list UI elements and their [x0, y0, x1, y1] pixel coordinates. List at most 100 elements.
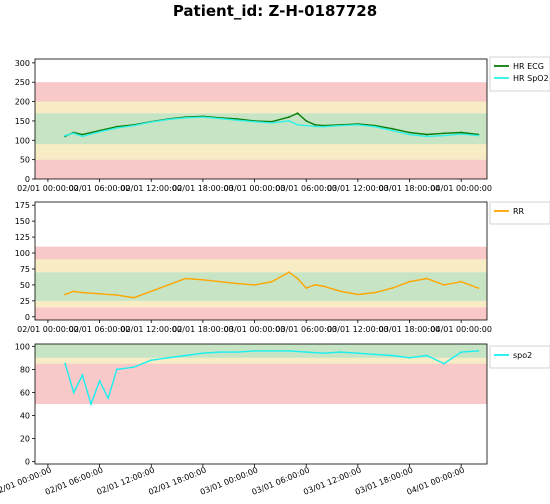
data-point — [133, 124, 135, 127]
band-yellow-3 — [35, 259, 487, 273]
data-point — [391, 127, 394, 130]
band-yellow-4 — [35, 101, 487, 114]
data-point — [253, 350, 256, 352]
band-green-2 — [35, 272, 487, 301]
data-point — [184, 116, 187, 119]
x-tick-label: 02/01 06:00:00 — [69, 184, 131, 193]
x-tick-label: 03/01 06:00:00 — [251, 466, 311, 497]
x-tick-label: 04/01 00:00:00 — [430, 325, 492, 334]
y-tick-label: 100 — [15, 136, 30, 145]
data-point — [98, 292, 101, 295]
data-point — [150, 290, 153, 293]
band-green-3 — [35, 113, 487, 145]
x-tick-label: 03/01 06:00:00 — [275, 325, 337, 334]
y-tick-label: 150 — [15, 217, 30, 226]
band-yellow-1 — [35, 357, 487, 364]
data-point — [98, 130, 101, 133]
data-point — [477, 287, 480, 289]
data-point — [460, 280, 463, 283]
data-point — [167, 118, 170, 121]
data-point — [236, 351, 239, 353]
y-tick-label: 0 — [25, 458, 30, 467]
x-tick-label: 03/01 06:00:00 — [275, 184, 337, 193]
data-point — [443, 284, 445, 286]
figure-title: Patient_id: Z-H-0187728 — [172, 2, 378, 20]
x-tick-label: 02/01 00:00:00 — [17, 325, 79, 334]
data-point — [477, 134, 480, 137]
data-point — [425, 354, 428, 357]
data-point — [219, 117, 222, 120]
x-tick-label: 03/01 00:00:00 — [224, 184, 286, 193]
data-point — [288, 350, 290, 352]
data-point — [288, 120, 290, 122]
data-point — [391, 354, 394, 357]
data-point — [313, 284, 316, 286]
data-point — [81, 374, 84, 377]
data-point — [322, 125, 325, 128]
data-point — [236, 282, 239, 285]
legend-label: HR SpO2 — [513, 74, 549, 83]
x-tick-label: 03/01 18:00:00 — [379, 184, 441, 193]
x-tick-label: 03/01 00:00:00 — [199, 466, 259, 497]
x-tick-label: 02/01 18:00:00 — [147, 466, 207, 497]
y-tick-label: 200 — [15, 98, 30, 107]
series-line-0 — [64, 350, 479, 407]
data-point — [98, 380, 101, 382]
y-tick-label: 0 — [25, 313, 30, 322]
y-tick-label: 125 — [15, 233, 30, 242]
x-tick-label: 02/01 00:00:00 — [17, 184, 79, 193]
data-point — [296, 277, 299, 280]
legend: spo2 — [489, 345, 550, 369]
y-tick-label: 0 — [25, 175, 30, 184]
data-point — [167, 356, 170, 359]
band-yellow-1 — [35, 300, 487, 308]
data-point — [133, 296, 135, 299]
legend-label: spo2 — [513, 351, 532, 360]
x-tick-label: 02/01 18:00:00 — [172, 325, 234, 334]
legend-box — [489, 56, 550, 92]
y-tick-label: 60 — [20, 388, 30, 397]
data-point — [305, 351, 308, 353]
x-tick-label: 02/01 12:00:00 — [96, 466, 156, 497]
data-point — [202, 116, 204, 118]
y-tick-label: 20 — [20, 435, 30, 444]
data-point — [425, 133, 428, 136]
data-point — [357, 293, 359, 296]
data-point — [184, 354, 187, 357]
data-point — [443, 134, 445, 137]
data-point — [322, 285, 325, 288]
x-tick-label: 02/01 12:00:00 — [120, 184, 182, 193]
data-point — [443, 132, 445, 135]
x-tick-label: 03/01 12:00:00 — [302, 466, 362, 497]
data-point — [202, 278, 204, 281]
band-yellow-2 — [35, 144, 487, 152]
data-point — [81, 135, 84, 138]
data-point — [460, 133, 463, 136]
x-tick-label: 04/01 00:00:00 — [405, 466, 465, 497]
data-point — [107, 397, 110, 400]
axes-frame — [34, 343, 488, 465]
x-tick-label: 03/01 18:00:00 — [354, 466, 414, 497]
data-point — [81, 133, 84, 136]
data-point — [357, 123, 359, 126]
y-tick-label: 40 — [20, 412, 30, 421]
data-point — [288, 116, 290, 118]
y-tick-label: 300 — [15, 59, 30, 68]
data-point — [150, 359, 153, 362]
data-point — [339, 124, 342, 127]
data-point — [236, 119, 239, 122]
data-point — [184, 277, 187, 280]
x-tick-label: 02/01 06:00:00 — [44, 466, 104, 497]
data-point — [150, 121, 153, 123]
data-point — [81, 291, 84, 294]
y-tick-label: 50 — [20, 281, 30, 290]
data-point — [270, 122, 273, 124]
series-line-0 — [64, 271, 479, 299]
data-point — [202, 352, 204, 355]
data-point — [443, 362, 445, 365]
legend-box — [489, 345, 550, 369]
legend: RR — [489, 201, 550, 225]
